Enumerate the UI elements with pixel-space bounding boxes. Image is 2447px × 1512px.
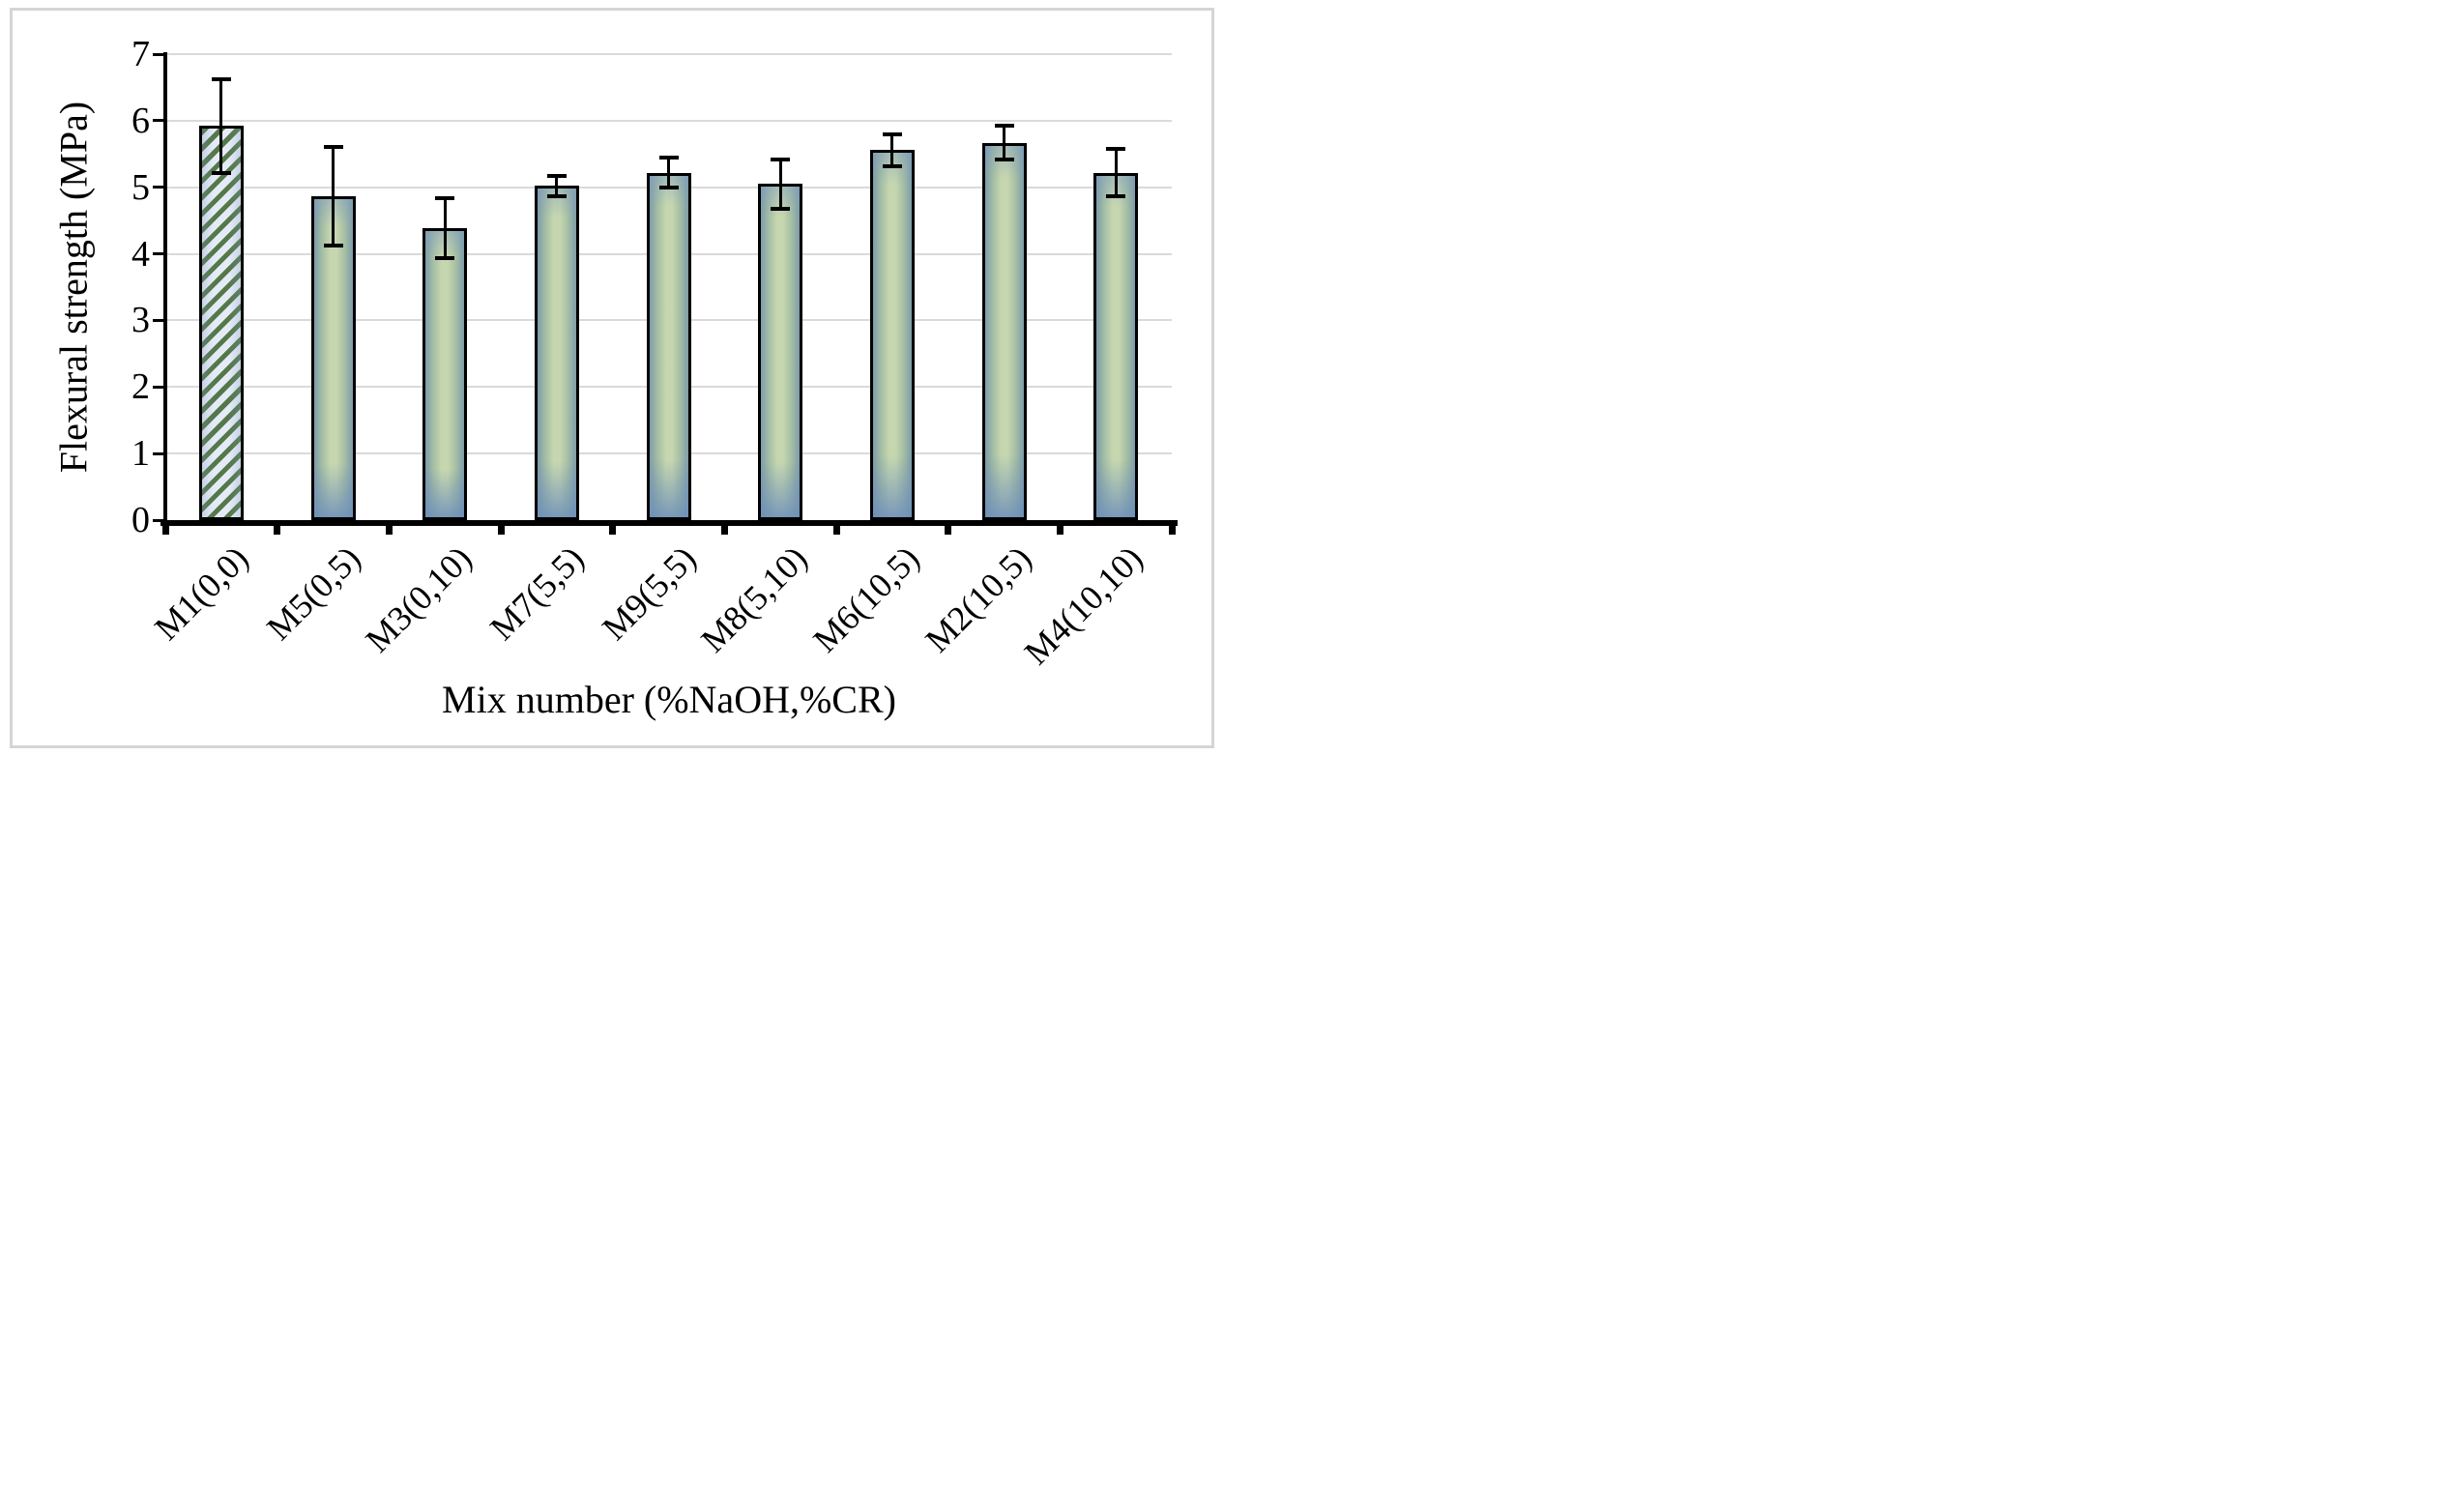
x-category-label-M8(5,10): M8(5,10)	[693, 538, 815, 660]
y-tick-label-2: 2	[131, 366, 150, 408]
gridline-y-6	[167, 119, 1172, 122]
gridline-y-7	[167, 53, 1172, 55]
x-axis-line	[160, 520, 1178, 526]
y-axis-line	[163, 52, 167, 522]
y-tick-7	[153, 52, 164, 56]
error-bar-cap-top-M2(10,5)	[994, 124, 1014, 129]
y-tick-label-7: 7	[131, 34, 150, 74]
x-category-label-M4(10,10): M4(10,10)	[1016, 538, 1151, 673]
error-bar-cap-top-M6(10,5)	[882, 131, 902, 136]
y-tick-2	[153, 385, 164, 389]
y-tick-label-3: 3	[131, 300, 150, 341]
bar-M5(0,5)	[310, 195, 356, 520]
y-tick-label-0: 0	[131, 500, 150, 540]
error-bar-cap-bottom-M7(5,5)	[546, 193, 567, 198]
y-tick-label-5: 5	[131, 166, 150, 208]
bar-M1(0,0)	[198, 126, 244, 520]
x-tick-boundary-0	[161, 525, 169, 535]
x-tick-boundary-8	[1056, 525, 1063, 535]
flexural-strength-bar-chart: 0 1 2 3 4 5 6 7 M1(0,0) M5(0,5) M3(0,10) M7(5,5) M9(…	[0, 0, 1224, 756]
x-category-label-M9(5,5): M9(5,5)	[594, 538, 704, 648]
x-tick-boundary-6	[832, 525, 840, 535]
x-category-label-M1(0,0): M1(0,0)	[146, 538, 256, 648]
y-tick-1	[153, 451, 164, 455]
error-bar-cap-top-M3(0,10)	[435, 195, 455, 200]
error-bar-cap-bottom-M4(10,10)	[1106, 193, 1126, 198]
error-bar-cap-top-M4(10,10)	[1106, 147, 1126, 152]
error-bar-cap-bottom-M8(5,10)	[771, 206, 791, 211]
y-tick-6	[153, 119, 164, 123]
error-bar-cap-bottom-M1(0,0)	[211, 170, 231, 175]
x-axis-title: Mix number (%NaOH,%CR)	[442, 678, 896, 721]
error-bar-cap-top-M5(0,5)	[323, 144, 343, 149]
error-bar-line-M8(5,10)	[778, 159, 782, 209]
x-tick-boundary-4	[609, 525, 617, 535]
error-bar-line-M5(0,5)	[332, 146, 335, 246]
y-tick-label-4: 4	[131, 233, 150, 275]
y-axis-title: Flexural strength (MPa)	[51, 101, 96, 474]
bar-M4(10,10)	[1093, 172, 1139, 520]
bar-M6(10,5)	[869, 150, 915, 520]
x-category-label-M7(5,5): M7(5,5)	[481, 538, 592, 648]
bar-M7(5,5)	[534, 186, 579, 520]
bar-M3(0,10)	[422, 227, 468, 520]
x-tick-boundary-7	[945, 525, 952, 535]
error-bar-line-M6(10,5)	[890, 133, 894, 166]
x-category-label-M3(0,10): M3(0,10)	[358, 538, 480, 660]
error-bar-line-M3(0,10)	[443, 197, 447, 258]
x-tick-boundary-5	[720, 525, 728, 535]
x-tick-boundary-9	[1168, 525, 1176, 535]
x-category-label-M6(10,5): M6(10,5)	[805, 538, 927, 660]
bar-M2(10,5)	[981, 142, 1027, 520]
y-tick-label-1: 1	[131, 433, 150, 475]
y-tick-label-6: 6	[131, 100, 150, 141]
x-tick-boundary-3	[497, 525, 505, 535]
error-bar-cap-top-M9(5,5)	[658, 156, 679, 160]
error-bar-line-M9(5,5)	[667, 158, 670, 188]
error-bar-line-M7(5,5)	[555, 176, 559, 196]
plot-area	[165, 53, 1172, 520]
error-bar-cap-bottom-M3(0,10)	[435, 255, 455, 260]
error-bar-cap-top-M8(5,10)	[771, 157, 791, 161]
error-bar-cap-bottom-M9(5,5)	[658, 185, 679, 189]
bar-M9(5,5)	[646, 172, 691, 520]
error-bar-line-M4(10,10)	[1114, 149, 1118, 196]
error-bar-line-M2(10,5)	[1003, 126, 1005, 160]
y-tick-4	[153, 252, 164, 256]
error-bar-cap-top-M7(5,5)	[546, 174, 567, 178]
error-bar-line-M1(0,0)	[219, 79, 223, 173]
y-tick-0	[153, 518, 164, 522]
error-bar-cap-bottom-M6(10,5)	[882, 163, 902, 168]
y-tick-5	[153, 186, 164, 189]
error-bar-cap-top-M1(0,0)	[211, 77, 231, 82]
x-category-label-M5(0,5): M5(0,5)	[258, 538, 368, 648]
error-bar-cap-bottom-M2(10,5)	[994, 157, 1014, 161]
y-tick-3	[153, 318, 164, 322]
bar-M8(5,10)	[758, 184, 803, 520]
x-tick-boundary-1	[274, 525, 281, 535]
x-tick-boundary-2	[385, 525, 393, 535]
error-bar-cap-bottom-M5(0,5)	[323, 243, 343, 247]
